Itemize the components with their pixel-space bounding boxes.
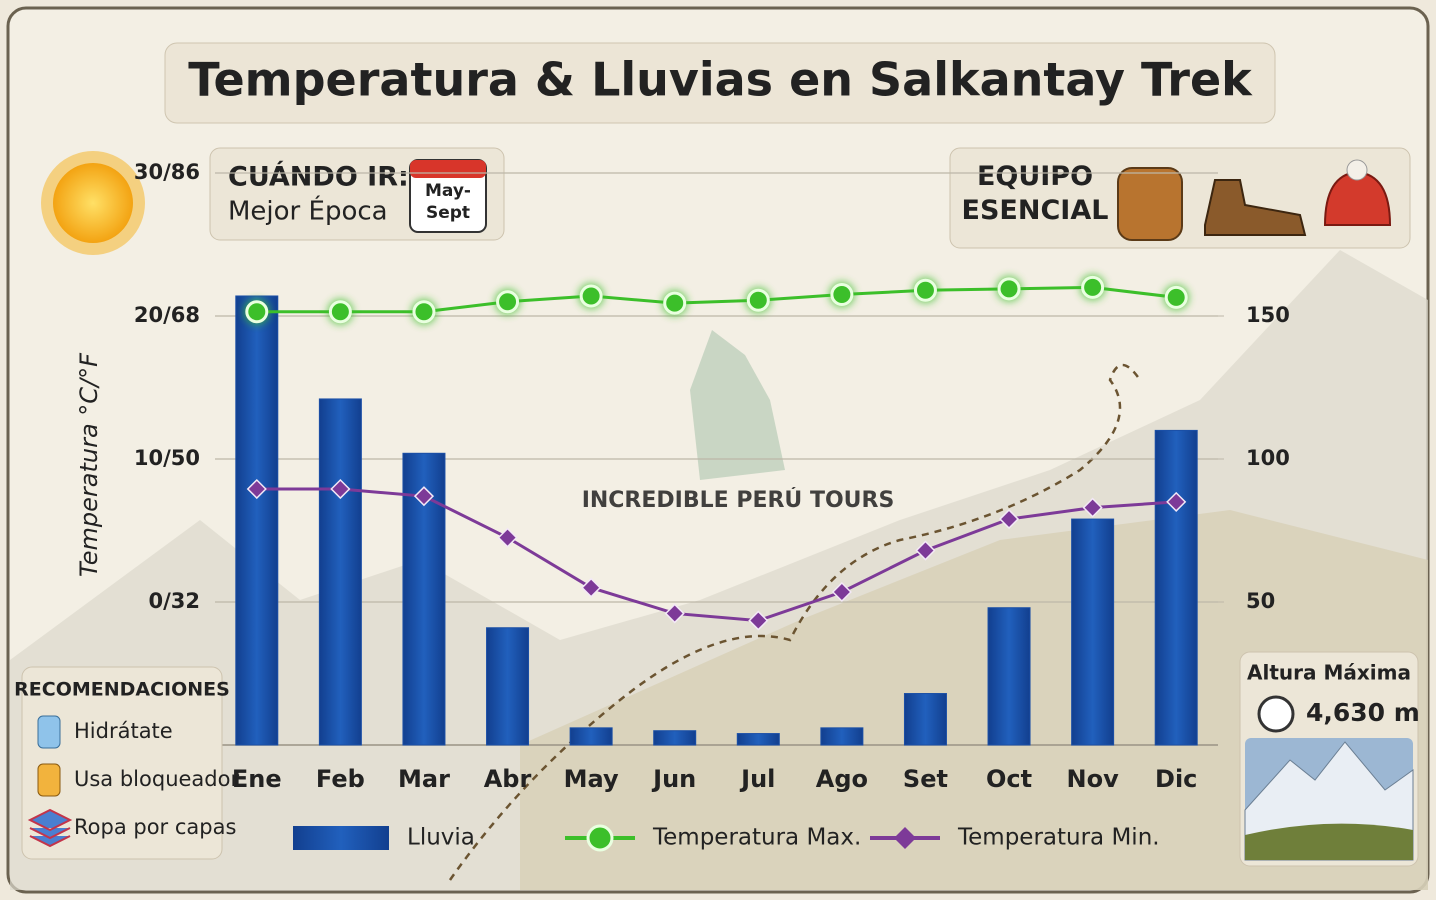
plot: 0/32 10/50 20/68 30/86 50 100 150 Ene Feb Mar Abr M… bbox=[134, 160, 1290, 852]
bottle-icon bbox=[37, 715, 61, 749]
when-subtitle: Mejor Época bbox=[228, 195, 388, 227]
marker bbox=[579, 284, 603, 308]
marker bbox=[496, 290, 520, 314]
recommendations-box bbox=[21, 666, 223, 860]
y-axis-label: Temperatura °C/°F bbox=[75, 352, 103, 577]
marker bbox=[998, 508, 1020, 530]
marker bbox=[246, 478, 267, 500]
marker bbox=[663, 291, 687, 315]
beanie-pompom bbox=[1346, 159, 1368, 181]
calendar-body: May-Sept bbox=[424, 181, 471, 223]
y2-tick-label: 100 bbox=[1246, 446, 1290, 470]
boot-icon bbox=[1204, 179, 1307, 236]
bar bbox=[235, 295, 279, 746]
gear-label: EQUIPO ESENCIAL bbox=[961, 161, 1109, 226]
y2-tick-label: 150 bbox=[1246, 303, 1290, 327]
line bbox=[256, 285, 1177, 314]
x-tick-label: Jun bbox=[651, 765, 696, 793]
sun bbox=[53, 163, 133, 243]
marker bbox=[497, 527, 518, 548]
marker bbox=[330, 478, 351, 500]
y2-tick-label: 50 bbox=[1246, 589, 1275, 613]
watermark: INCREDIBLE PERÚ TOURS bbox=[582, 487, 895, 513]
marker bbox=[1166, 491, 1187, 512]
marker bbox=[831, 581, 852, 603]
altimeter-icon bbox=[1257, 695, 1295, 733]
calendar-badge: May-Sept bbox=[424, 181, 471, 223]
bar bbox=[486, 627, 530, 746]
when-title: CUÁNDO IR: bbox=[228, 161, 409, 193]
x-tick-label: Oct bbox=[986, 765, 1032, 793]
marker bbox=[915, 540, 936, 561]
legend-label: Lluvia bbox=[407, 825, 475, 851]
x-tick-label: Ene bbox=[232, 765, 282, 793]
y-tick-label: 0/32 bbox=[148, 589, 200, 613]
altitude-ground bbox=[1245, 823, 1413, 860]
bar bbox=[1071, 518, 1115, 746]
backpack-icon bbox=[1117, 167, 1183, 241]
bar bbox=[569, 727, 613, 746]
bar bbox=[653, 730, 697, 746]
bar bbox=[318, 398, 362, 746]
recommendation-item: Usa bloqueador bbox=[74, 767, 239, 791]
chart-title: Temperatura & Lluvias en Salkantay Trek bbox=[188, 53, 1253, 107]
x-tick-label: Ago bbox=[816, 765, 868, 793]
y-tick-label: 30/86 bbox=[134, 160, 200, 184]
legend-marker bbox=[586, 824, 614, 852]
legend-label: Temperatura Max. bbox=[652, 825, 861, 851]
marker bbox=[913, 278, 937, 302]
marker bbox=[997, 277, 1021, 301]
gear-title: EQUIPO ESENCIAL bbox=[961, 161, 1109, 226]
watermark-logo bbox=[690, 330, 785, 480]
y-tick-label: 20/68 bbox=[134, 303, 200, 327]
x-tick-label: Jul bbox=[739, 765, 775, 793]
x-tick-label: Dic bbox=[1155, 765, 1197, 793]
layers-icon bbox=[27, 808, 73, 848]
altitude-value: 4,630 m bbox=[1306, 698, 1420, 727]
trail bbox=[448, 363, 1142, 881]
x-tick-label: Set bbox=[903, 765, 948, 793]
marker bbox=[245, 300, 269, 324]
marker bbox=[1164, 285, 1188, 309]
marker bbox=[664, 603, 685, 624]
altitude-title: Altura Máxima bbox=[1247, 661, 1411, 685]
sunscreen-icon bbox=[37, 763, 61, 797]
marker bbox=[1081, 275, 1105, 299]
recommendation-item: Ropa por capas bbox=[74, 815, 236, 839]
bar bbox=[1154, 429, 1198, 746]
marker bbox=[746, 288, 770, 312]
recommendation-item: Hidrátate bbox=[74, 719, 173, 743]
marker bbox=[413, 486, 435, 507]
bar bbox=[987, 607, 1031, 746]
marker bbox=[412, 300, 436, 324]
bar bbox=[903, 693, 947, 746]
x-tick-label: Abr bbox=[484, 765, 532, 793]
marker bbox=[1082, 497, 1103, 518]
marker bbox=[328, 300, 352, 324]
hill bbox=[520, 510, 1428, 890]
bar bbox=[736, 733, 780, 746]
x-tick-label: Feb bbox=[316, 765, 365, 793]
bar bbox=[820, 727, 864, 746]
recommendations-title: RECOMENDACIONES bbox=[14, 679, 230, 701]
x-tick-label: May bbox=[564, 765, 619, 793]
marker bbox=[748, 610, 769, 631]
line bbox=[256, 487, 1177, 623]
marker bbox=[581, 577, 602, 598]
legend-swatch bbox=[293, 826, 389, 850]
legend-label: Temperatura Min. bbox=[957, 825, 1160, 851]
legend-marker bbox=[894, 827, 916, 849]
x-tick-label: Mar bbox=[398, 765, 450, 793]
y-tick-label: 10/50 bbox=[134, 446, 200, 470]
x-tick-label: Nov bbox=[1067, 765, 1120, 793]
title-box bbox=[164, 42, 1276, 124]
calendar-top bbox=[410, 160, 486, 178]
marker bbox=[830, 283, 854, 307]
